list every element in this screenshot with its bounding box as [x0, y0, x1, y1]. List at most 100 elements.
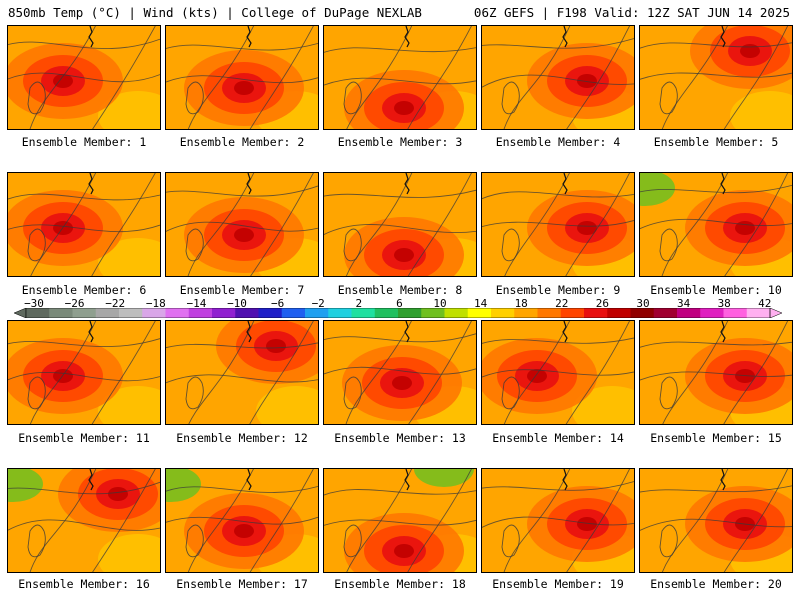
ensemble-member-map: [165, 25, 319, 130]
temperature-field: [640, 321, 792, 424]
colorbar-swatch: [119, 308, 143, 318]
temperature-field: [324, 173, 476, 276]
colorbar-high-arrow: [769, 308, 782, 318]
ensemble-member-label: Ensemble Member: 13: [334, 431, 466, 445]
colorbar-tick-label: −14: [186, 297, 207, 310]
colorbar-tick-label: −2: [311, 297, 325, 310]
colorbar-swatch: [235, 308, 259, 318]
colorbar-swatch: [49, 308, 73, 318]
colorbar-outline: [25, 308, 771, 318]
ensemble-member-map: [323, 172, 477, 277]
ensemble-member-label: Ensemble Member: 15: [650, 431, 782, 445]
colorbar-swatch: [584, 308, 608, 318]
colorbar-tick-label: 30: [636, 297, 650, 310]
colorbar-swatch: [305, 308, 329, 318]
temperature-field: [8, 469, 160, 572]
colorbar-swatch: [491, 308, 515, 318]
ensemble-member-label: Ensemble Member: 1: [21, 135, 147, 149]
colorbar-swatch: [142, 308, 166, 318]
ensemble-member-map: [639, 172, 793, 277]
temperature-field: [640, 26, 792, 129]
temperature-colorbar: [14, 308, 782, 318]
colorbar-swatch: [165, 308, 190, 318]
temperature-field: [640, 173, 792, 276]
colorbar-swatch: [560, 308, 585, 318]
ensemble-member-map: [7, 468, 161, 573]
colorbar-tick-label: 38: [717, 297, 731, 310]
ensemble-member-label: Ensemble Member: 6: [21, 283, 147, 297]
colorbar-swatch: [630, 308, 655, 318]
colorbar-swatch: [212, 308, 236, 318]
ensemble-member-map: [165, 468, 319, 573]
ensemble-member-label: Ensemble Member: 3: [337, 135, 463, 149]
ensemble-member-label: Ensemble Member: 16: [18, 577, 150, 591]
ensemble-member-label: Ensemble Member: 14: [492, 431, 624, 445]
ensemble-member-map: [639, 25, 793, 130]
colorbar-swatch: [281, 308, 306, 318]
colorbar-swatch: [653, 308, 678, 318]
ensemble-member-map: [165, 320, 319, 425]
colorbar-swatch: [351, 308, 376, 318]
ensemble-member-label: Ensemble Member: 11: [18, 431, 150, 445]
ensemble-member-map: [481, 25, 635, 130]
temperature-field: [482, 173, 634, 276]
colorbar-tick-label: −10: [227, 297, 247, 310]
temperature-field: [166, 26, 318, 129]
ensemble-member-label: Ensemble Member: 7: [179, 283, 305, 297]
colorbar-tick-label: 42: [758, 297, 772, 310]
colorbar-tick-label: 34: [676, 297, 691, 310]
colorbar-swatch: [72, 308, 97, 318]
ensemble-member-label: Ensemble Member: 9: [495, 283, 621, 297]
temperature-field: [482, 26, 634, 129]
colorbar-swatch: [26, 308, 50, 318]
ensemble-member-map: [323, 25, 477, 130]
colorbar-tick-label: 2: [355, 297, 363, 310]
ensemble-member-map: [481, 468, 635, 573]
temperature-field: [482, 469, 634, 572]
ensemble-member-map: [639, 468, 793, 573]
ensemble-member-label: Ensemble Member: 19: [492, 577, 624, 591]
colorbar-swatch: [258, 308, 283, 318]
temperature-field: [324, 469, 476, 572]
colorbar-swatch: [467, 308, 492, 318]
ensemble-member-label: Ensemble Member: 2: [179, 135, 305, 149]
ensemble-member-label: Ensemble Member: 5: [653, 135, 779, 149]
ensemble-member-label: Ensemble Member: 8: [337, 283, 463, 297]
colorbar-tick-label: −22: [105, 297, 126, 310]
colorbar-swatch: [514, 308, 538, 318]
temperature-field: [166, 469, 318, 572]
ensemble-member-label: Ensemble Member: 20: [650, 577, 782, 591]
ensemble-member-map: [639, 320, 793, 425]
colorbar-swatch: [537, 308, 562, 318]
ensemble-member-map: [7, 320, 161, 425]
temperature-field: [8, 321, 160, 424]
colorbar-tick-label: −26: [64, 297, 85, 310]
colorbar-swatch: [746, 308, 771, 318]
ensemble-member-map: [7, 172, 161, 277]
ensemble-member-label: Ensemble Member: 4: [495, 135, 621, 149]
colorbar-tick-label: 6: [396, 297, 403, 310]
ensemble-member-map: [481, 320, 635, 425]
colorbar-swatch: [328, 308, 352, 318]
colorbar-swatch: [374, 308, 399, 318]
colorbar-swatch: [421, 308, 445, 318]
temperature-field: [166, 173, 318, 276]
ensemble-member-label: Ensemble Member: 17: [176, 577, 308, 591]
temperature-field: [166, 321, 318, 424]
temperature-field: [640, 469, 792, 572]
ensemble-member-map: [323, 468, 477, 573]
colorbar-tick-label: 22: [555, 297, 569, 310]
colorbar-swatch: [677, 308, 701, 318]
colorbar-tick-label: 10: [433, 297, 447, 310]
colorbar-swatch: [95, 308, 120, 318]
ensemble-member-map: [481, 172, 635, 277]
temperature-field: [8, 173, 160, 276]
ensemble-member-label: Ensemble Member: 12: [176, 431, 308, 445]
ensemble-member-map: [7, 25, 161, 130]
colorbar-tick-label: −18: [145, 297, 166, 310]
map-title: 850mb Temp (°C) | Wind (kts) | College o…: [8, 5, 422, 20]
colorbar-swatch: [700, 308, 724, 318]
colorbar-swatch: [607, 308, 631, 318]
ensemble-member-map: [165, 172, 319, 277]
colorbar-swatch: [444, 308, 469, 318]
